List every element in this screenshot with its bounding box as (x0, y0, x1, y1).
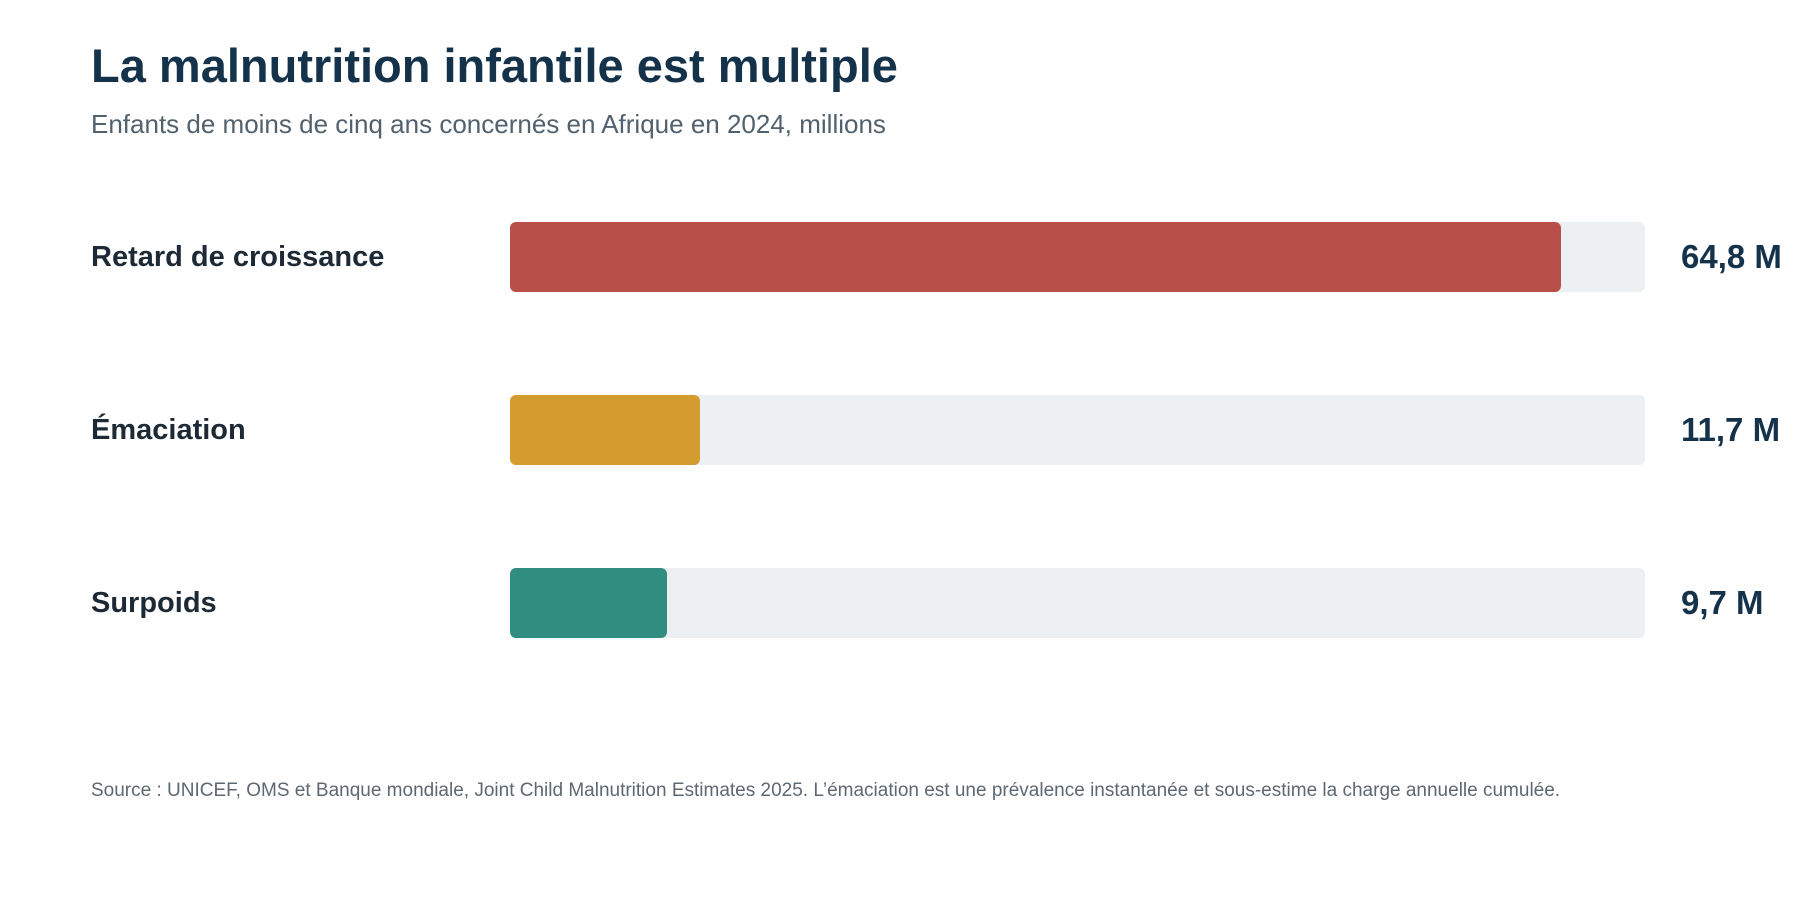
value-label: 64,8 M (1681, 238, 1782, 275)
source-note: Source : UNICEF, OMS et Banque mondiale,… (91, 780, 1561, 801)
bar-row: Surpoids 9,7 M (0, 568, 1800, 638)
value-label: 11,7 M (1681, 411, 1781, 448)
chart-subtitle: Enfants de moins de cinq ans concernés e… (91, 109, 886, 139)
bar-track (510, 222, 1645, 292)
bar (510, 568, 667, 638)
bar-row: Retard de croissance 64,8 M (0, 222, 1800, 292)
bar (510, 222, 1561, 292)
bar (510, 395, 700, 465)
bar-track (510, 395, 1645, 465)
bar-row: Émaciation 11,7 M (0, 395, 1800, 465)
bar-track (510, 568, 1645, 638)
value-label: 9,7 M (1681, 584, 1764, 621)
chart-header: La malnutrition infantile est multiple E… (91, 36, 898, 140)
category-label: Surpoids (91, 587, 217, 619)
category-label: Retard de croissance (91, 241, 385, 273)
category-label: Émaciation (91, 414, 246, 446)
chart-title: La malnutrition infantile est multiple (91, 39, 898, 92)
